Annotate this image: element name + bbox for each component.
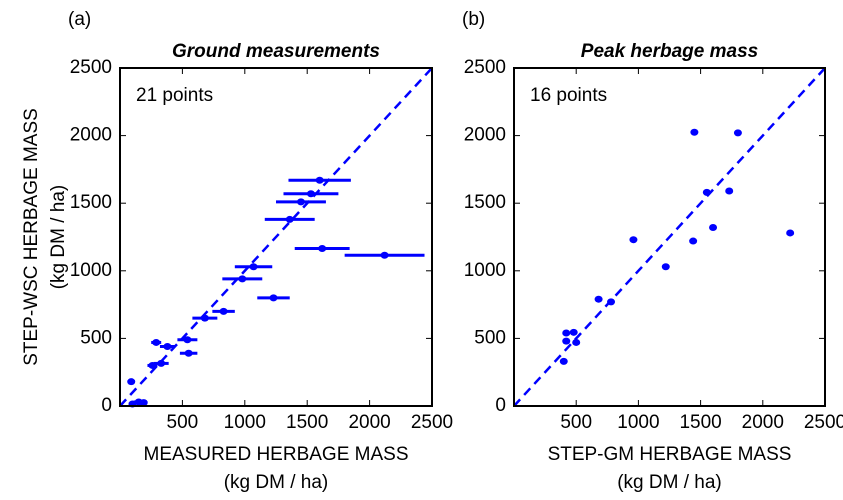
- plot-frame: [119, 67, 433, 407]
- point: [200, 314, 209, 322]
- point: [562, 337, 571, 345]
- y-tick-label: 1500: [70, 192, 112, 213]
- point: [559, 357, 568, 365]
- x-axis-label: (kg DM / ha): [617, 472, 722, 493]
- point: [733, 129, 742, 137]
- y-tick-label: 0: [101, 395, 112, 416]
- y-tick-label: 2000: [464, 125, 506, 146]
- reference-line: [119, 67, 433, 407]
- point: [629, 236, 638, 244]
- point: [786, 229, 795, 237]
- point: [607, 298, 616, 306]
- x-axis-label: STEP-GM HERBAGE MASS: [548, 444, 792, 465]
- point: [127, 378, 136, 386]
- point: [315, 176, 324, 184]
- point: [183, 336, 192, 344]
- point: [690, 128, 699, 136]
- point: [569, 328, 578, 336]
- annotation: 16 points: [530, 85, 607, 106]
- point: [709, 224, 718, 232]
- y-tick-label: 1000: [70, 260, 112, 281]
- x-tick-label: 1000: [224, 412, 266, 433]
- x-tick-label: 1000: [617, 412, 659, 433]
- point: [689, 237, 698, 245]
- point: [725, 187, 734, 195]
- point: [148, 361, 157, 369]
- point: [285, 215, 294, 223]
- y-tick-label: 2500: [464, 57, 506, 78]
- point: [661, 263, 670, 271]
- point: [152, 338, 161, 346]
- y-axis-label: (kg DM / ha): [48, 185, 69, 290]
- point: [572, 338, 581, 346]
- x-tick-label: 1500: [679, 412, 721, 433]
- x-axis-label: MEASURED HERBAGE MASS: [144, 444, 409, 465]
- x-tick-label: 2500: [411, 412, 453, 433]
- panel-label: (b): [462, 9, 485, 30]
- point: [594, 295, 603, 303]
- reference-line: [513, 67, 826, 407]
- point: [219, 307, 228, 315]
- y-tick-label: 0: [495, 395, 506, 416]
- annotation: 21 points: [136, 85, 213, 106]
- point: [249, 263, 258, 271]
- point: [380, 251, 389, 259]
- chart-title: Peak herbage mass: [581, 41, 758, 62]
- y-axis-label: STEP-WSC HERBAGE MASS: [21, 108, 42, 366]
- panel-label: (a): [68, 9, 91, 30]
- point: [562, 329, 571, 337]
- x-tick-label: 1500: [286, 412, 328, 433]
- chart-title: Ground measurements: [172, 41, 380, 62]
- plot-frame: [513, 67, 826, 407]
- point: [238, 275, 247, 283]
- x-tick-label: 500: [560, 412, 592, 433]
- y-tick-label: 500: [80, 327, 112, 348]
- x-tick-label: 2500: [804, 412, 843, 433]
- point: [702, 188, 711, 196]
- y-tick-label: 2500: [70, 57, 112, 78]
- x-tick-label: 2000: [348, 412, 390, 433]
- point: [318, 244, 327, 252]
- x-tick-label: 2000: [742, 412, 784, 433]
- y-tick-label: 1500: [464, 192, 506, 213]
- x-axis-label: (kg DM / ha): [224, 472, 329, 493]
- point: [296, 198, 305, 206]
- point: [163, 343, 172, 351]
- point: [184, 349, 193, 357]
- point: [269, 294, 278, 302]
- x-tick-label: 500: [167, 412, 199, 433]
- y-tick-label: 1000: [464, 260, 506, 281]
- point: [306, 190, 315, 198]
- point: [157, 359, 166, 367]
- point: [139, 399, 148, 407]
- y-tick-label: 2000: [70, 125, 112, 146]
- y-tick-label: 500: [474, 327, 506, 348]
